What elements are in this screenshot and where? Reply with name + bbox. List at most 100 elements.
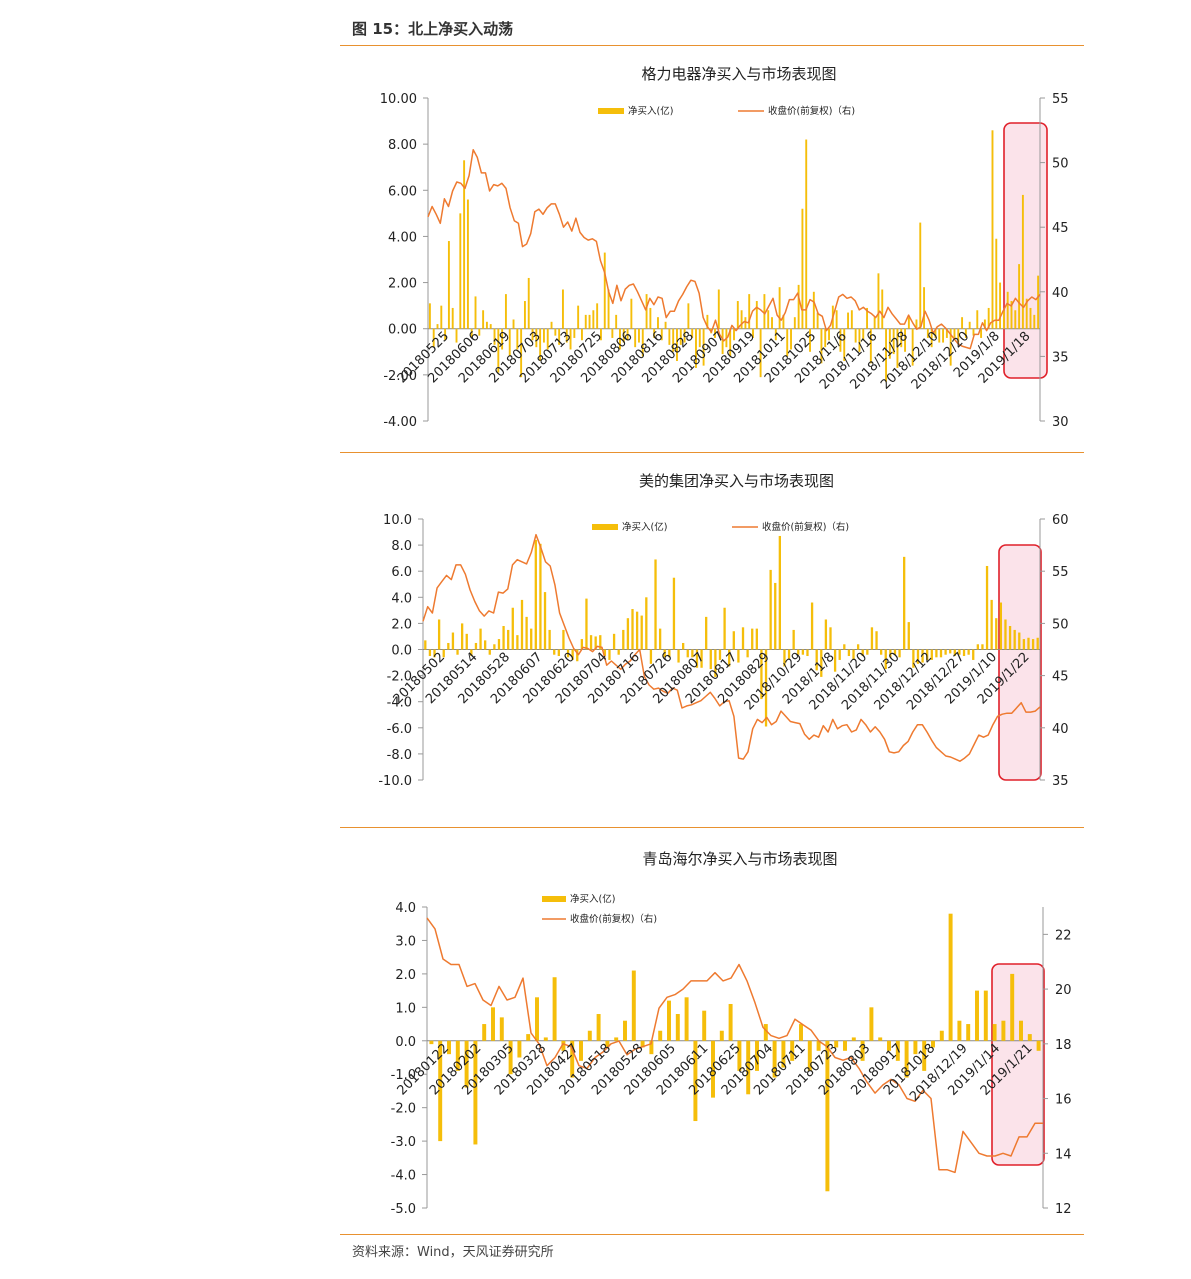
left-tick-label: -1.0	[391, 1068, 416, 1083]
net-buy-bar	[706, 314, 709, 329]
net-buy-bar	[1014, 310, 1017, 329]
net-buy-bar	[812, 291, 815, 329]
net-buy-bar	[1029, 307, 1032, 329]
divider-rule-1	[340, 452, 1084, 453]
net-buy-bar	[877, 273, 880, 329]
left-tick-label: 2.00	[388, 277, 417, 292]
left-tick-label: 6.0	[391, 565, 412, 580]
net-buy-bar	[1002, 310, 1005, 329]
net-buy-bar	[1037, 275, 1040, 329]
net-buy-bar	[705, 616, 708, 650]
net-buy-bar	[638, 328, 640, 343]
net-buy-bar	[682, 642, 685, 650]
net-buy-bar	[1036, 1040, 1041, 1051]
net-buy-bar	[686, 649, 689, 658]
left-tick-label: -4.0	[391, 1169, 416, 1184]
net-buy-bar	[744, 317, 747, 329]
net-buy-bar	[1033, 314, 1036, 329]
net-buy-bar	[995, 238, 998, 329]
net-buy-bar	[728, 649, 731, 667]
net-buy-bar	[447, 642, 450, 650]
net-buy-bar	[801, 208, 804, 329]
right-tick-label: 22	[1055, 928, 1072, 943]
net-buy-bar	[873, 317, 876, 329]
net-buy-bar	[499, 1017, 504, 1041]
net-buy-bar	[878, 1037, 883, 1041]
net-buy-bar	[594, 636, 597, 650]
net-buy-bar	[507, 629, 510, 650]
net-buy-bar	[755, 301, 758, 329]
net-buy-bar	[732, 631, 735, 650]
net-buy-bar	[600, 328, 602, 341]
net-buy-bar	[843, 328, 846, 362]
net-buy-bar	[614, 1037, 619, 1041]
left-tick-label: 6.00	[388, 184, 417, 199]
left-tick-label: 0.0	[391, 644, 412, 659]
net-buy-bar	[904, 328, 907, 352]
net-buy-bar	[1025, 298, 1028, 329]
net-buy-bar	[508, 328, 511, 357]
net-buy-bar	[584, 314, 587, 329]
right-tick-label: 60	[1052, 513, 1069, 528]
net-buy-bar	[938, 328, 941, 343]
net-buy-bar	[592, 310, 595, 329]
net-buy-bar	[535, 328, 538, 348]
net-buy-bar	[843, 1040, 847, 1051]
net-buy-bar	[847, 649, 851, 657]
net-buy-bar	[588, 314, 591, 329]
net-buy-bar	[847, 312, 849, 329]
net-buy-bar	[839, 328, 842, 352]
net-buy-bar	[763, 1024, 768, 1041]
net-buy-bar	[740, 310, 743, 329]
net-buy-bar	[691, 649, 694, 658]
net-buy-bar	[736, 301, 739, 329]
net-buy-bar	[797, 649, 800, 655]
net-buy-bar	[576, 649, 579, 662]
net-buy-bar	[479, 628, 482, 650]
net-buy-bar	[687, 303, 690, 329]
left-tick-label: 4.0	[391, 591, 412, 606]
net-buy-bar	[896, 328, 899, 368]
net-buy-bar	[887, 1040, 891, 1051]
net-buy-bar	[543, 592, 547, 650]
net-buy-bar	[611, 328, 614, 338]
net-buy-bar	[525, 616, 528, 650]
net-buy-bar	[733, 328, 735, 341]
net-buy-bar	[702, 328, 705, 366]
net-buy-bar	[1006, 291, 1009, 329]
net-buy-bar	[962, 649, 966, 657]
net-buy-bar	[630, 298, 633, 329]
net-buy-bar	[825, 1040, 830, 1192]
left-tick-label: -4.0	[387, 696, 412, 711]
net-buy-bar	[759, 328, 762, 378]
net-buy-bar	[981, 644, 984, 650]
net-buy-bar	[508, 1040, 513, 1075]
left-tick-label: 2.0	[395, 968, 416, 983]
net-buy-bar	[451, 632, 455, 650]
net-buy-bar	[589, 635, 593, 650]
net-buy-bar	[428, 649, 432, 657]
net-buy-bar	[714, 328, 716, 338]
net-buy-bar	[958, 649, 961, 655]
right-tick-label: 16	[1055, 1093, 1072, 1108]
net-buy-bar	[658, 1030, 663, 1041]
left-tick-label: 4.0	[395, 901, 416, 916]
net-buy-bar	[980, 328, 983, 338]
net-buy-bar	[881, 289, 884, 329]
net-buy-bar	[695, 649, 699, 668]
legend-line-label: 收盘价(前复权)（右)	[768, 105, 855, 117]
left-tick-label: -2.0	[387, 670, 412, 685]
net-buy-bar	[719, 1030, 724, 1041]
net-buy-bar	[879, 649, 883, 655]
net-buy-bar	[852, 649, 855, 660]
net-buy-bar	[869, 1007, 874, 1041]
net-buy-bar	[511, 607, 514, 650]
net-buy-bar	[473, 1040, 478, 1145]
net-buy-bar	[626, 328, 629, 341]
net-buy-bar	[820, 649, 823, 677]
net-buy-bar	[926, 328, 929, 338]
net-buy-bar	[660, 328, 663, 341]
net-buy-bar	[911, 328, 914, 366]
net-buy-bar	[640, 615, 643, 650]
net-buy-bar	[774, 582, 777, 650]
